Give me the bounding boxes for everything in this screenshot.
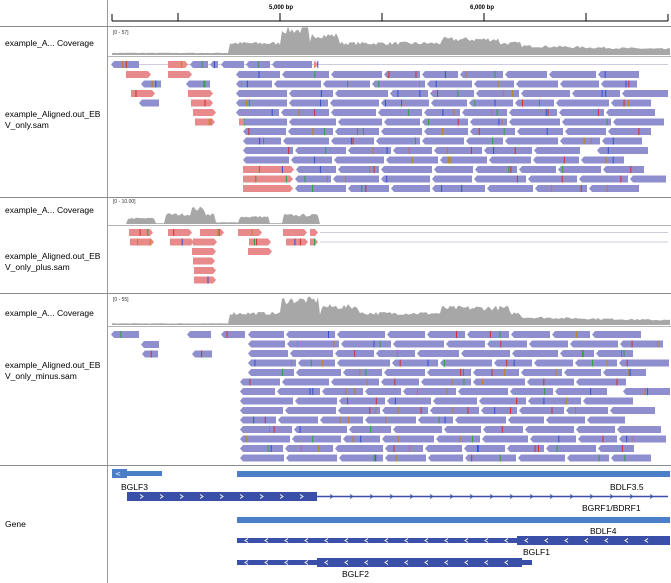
coverage-track-label-2[interactable]: example_A... Coverage xyxy=(5,205,94,215)
track-name-panel: example_A... Coverage example_Aligned.ou… xyxy=(0,0,108,583)
gene-models[interactable]: < xyxy=(112,469,670,567)
coverage-divider-3 xyxy=(108,326,671,327)
gene-label-bgrf1-bdrf1[interactable]: BGRF1/BDRF1 xyxy=(582,503,641,513)
gene-track-label[interactable]: Gene xyxy=(5,519,26,529)
gene-bglf3-exon xyxy=(112,469,127,478)
gene-bglf2-exon xyxy=(317,558,522,567)
ruler-label-6000: 6,000 bp xyxy=(470,5,495,11)
ruler xyxy=(111,13,669,22)
svg-text:<: < xyxy=(115,470,121,478)
alignment-track-label-2a[interactable]: example_Aligned.out_EB xyxy=(5,251,101,261)
gene-label-bdlf3.5[interactable]: BDLF3.5 xyxy=(610,482,644,492)
coverage-histogram-3[interactable] xyxy=(112,296,670,325)
alignment-track-label-3a[interactable]: example_Aligned.out_EB xyxy=(5,360,101,370)
panel-divider-3 xyxy=(0,465,671,466)
gene-bgrf1-exon xyxy=(127,492,317,501)
gene-bglf1-exon xyxy=(517,536,670,545)
coverage-scale-3: [0 - 55] xyxy=(113,297,129,303)
gene-bglf1-utr xyxy=(237,538,670,543)
gene-bglf3-utr xyxy=(112,471,162,476)
alignment-track-label-2b[interactable]: V_only_plus.sam xyxy=(5,262,70,272)
coverage-scale-2: [0 - 10.00] xyxy=(113,199,136,205)
alignment-track-label-1b[interactable]: V_only.sam xyxy=(5,120,49,130)
panel-divider-2 xyxy=(0,293,671,294)
gene-label-bglf2[interactable]: BGLF2 xyxy=(342,569,369,579)
coverage-divider-1 xyxy=(108,56,671,57)
alignment-reads-2[interactable] xyxy=(129,229,668,284)
coverage-divider-2 xyxy=(108,225,671,226)
alignment-track-label-1a[interactable]: example_Aligned.out_EB xyxy=(5,109,101,119)
gene-label-bdlf4[interactable]: BDLF4 xyxy=(590,526,617,536)
gene-label-bglf3[interactable]: BGLF3 xyxy=(121,482,148,492)
ruler-divider xyxy=(0,26,671,27)
alignment-reads-1[interactable] xyxy=(111,61,668,192)
coverage-track-label-1[interactable]: example_A... Coverage xyxy=(5,38,94,48)
coverage-track-label-3[interactable]: example_A... Coverage xyxy=(5,308,94,318)
alignment-track-label-3b[interactable]: V_only_minus.sam xyxy=(5,371,77,381)
gene-bdlf3.5-utr xyxy=(237,471,670,477)
ruler-label-5000: 5,000 bp xyxy=(269,5,294,11)
gene-bdlf4-utr xyxy=(237,517,670,523)
gene-label-bglf1[interactable]: BGLF1 xyxy=(523,547,550,557)
alignment-reads-3[interactable] xyxy=(111,331,670,462)
coverage-scale-1: [0 - 57] xyxy=(113,30,129,36)
coverage-histogram-2[interactable] xyxy=(112,206,670,224)
panel-divider-1 xyxy=(0,197,671,198)
coverage-histogram-1[interactable] xyxy=(112,26,670,55)
